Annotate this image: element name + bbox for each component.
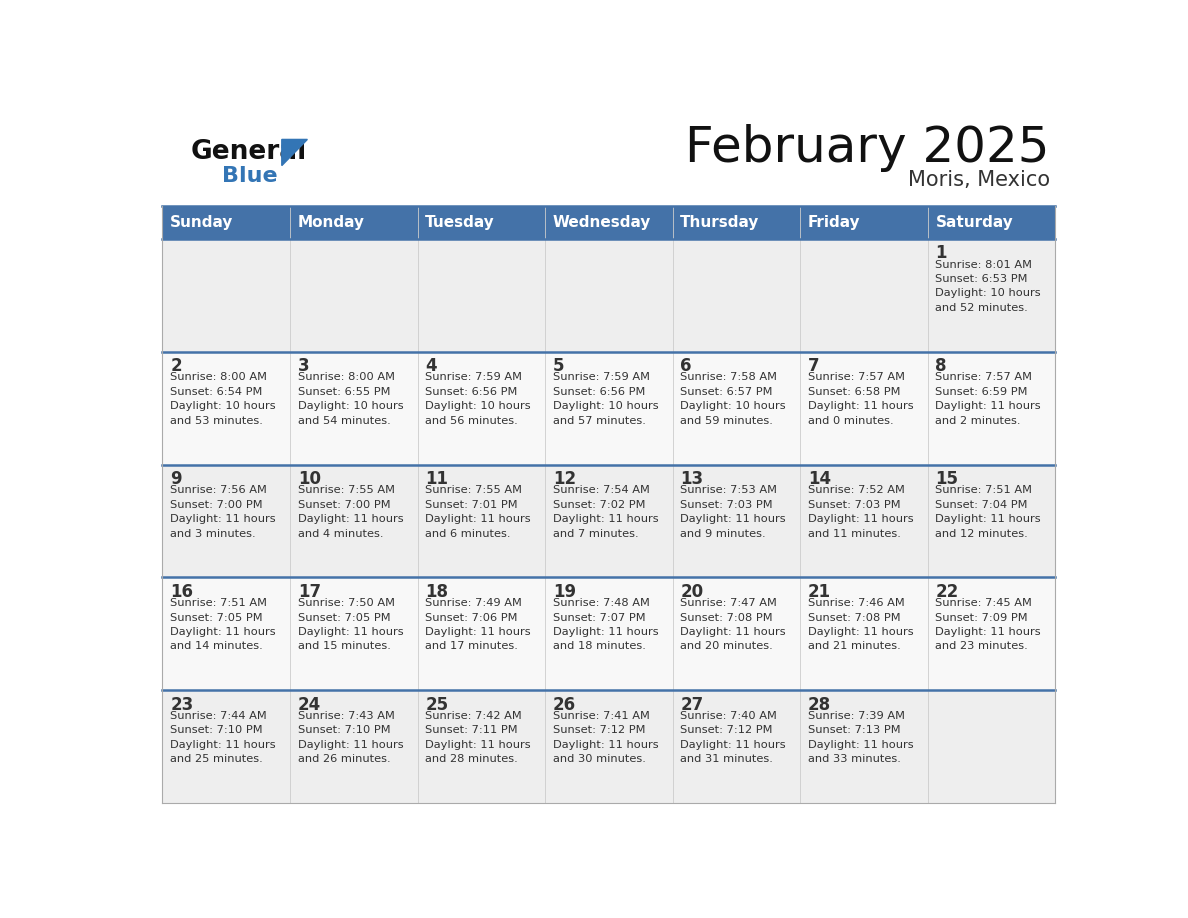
Text: Sunrise: 7:52 AM
Sunset: 7:03 PM
Daylight: 11 hours
and 11 minutes.: Sunrise: 7:52 AM Sunset: 7:03 PM Dayligh… — [808, 486, 914, 539]
Text: Wednesday: Wednesday — [552, 215, 651, 230]
Bar — [163, 577, 1055, 690]
Text: 26: 26 — [552, 696, 576, 713]
Text: Sunrise: 7:48 AM
Sunset: 7:07 PM
Daylight: 11 hours
and 18 minutes.: Sunrise: 7:48 AM Sunset: 7:07 PM Dayligh… — [552, 599, 658, 652]
Text: Sunrise: 7:49 AM
Sunset: 7:06 PM
Daylight: 11 hours
and 17 minutes.: Sunrise: 7:49 AM Sunset: 7:06 PM Dayligh… — [425, 599, 531, 652]
Text: 10: 10 — [298, 470, 321, 487]
Text: 8: 8 — [935, 357, 947, 375]
Text: 28: 28 — [808, 696, 832, 713]
Text: 17: 17 — [298, 583, 321, 600]
Text: Sunrise: 7:59 AM
Sunset: 6:56 PM
Daylight: 10 hours
and 57 minutes.: Sunrise: 7:59 AM Sunset: 6:56 PM Dayligh… — [552, 373, 658, 426]
Text: 25: 25 — [425, 696, 448, 713]
Text: Thursday: Thursday — [681, 215, 760, 230]
Bar — [163, 207, 1055, 239]
Text: Tuesday: Tuesday — [425, 215, 495, 230]
Text: Sunrise: 7:45 AM
Sunset: 7:09 PM
Daylight: 11 hours
and 23 minutes.: Sunrise: 7:45 AM Sunset: 7:09 PM Dayligh… — [935, 599, 1041, 652]
Text: Sunrise: 7:40 AM
Sunset: 7:12 PM
Daylight: 11 hours
and 31 minutes.: Sunrise: 7:40 AM Sunset: 7:12 PM Dayligh… — [681, 711, 786, 765]
Text: Sunrise: 7:59 AM
Sunset: 6:56 PM
Daylight: 10 hours
and 56 minutes.: Sunrise: 7:59 AM Sunset: 6:56 PM Dayligh… — [425, 373, 531, 426]
Text: 5: 5 — [552, 357, 564, 375]
Text: 6: 6 — [681, 357, 691, 375]
Text: Sunrise: 7:51 AM
Sunset: 7:05 PM
Daylight: 11 hours
and 14 minutes.: Sunrise: 7:51 AM Sunset: 7:05 PM Dayligh… — [170, 599, 276, 652]
Text: Sunrise: 7:57 AM
Sunset: 6:59 PM
Daylight: 11 hours
and 2 minutes.: Sunrise: 7:57 AM Sunset: 6:59 PM Dayligh… — [935, 373, 1041, 426]
Text: 21: 21 — [808, 583, 832, 600]
Text: 7: 7 — [808, 357, 820, 375]
Text: Sunrise: 7:53 AM
Sunset: 7:03 PM
Daylight: 11 hours
and 9 minutes.: Sunrise: 7:53 AM Sunset: 7:03 PM Dayligh… — [681, 486, 786, 539]
Text: Saturday: Saturday — [935, 215, 1013, 230]
Text: Sunrise: 7:55 AM
Sunset: 7:01 PM
Daylight: 11 hours
and 6 minutes.: Sunrise: 7:55 AM Sunset: 7:01 PM Dayligh… — [425, 486, 531, 539]
Bar — [163, 239, 1055, 352]
Polygon shape — [282, 140, 308, 165]
Text: 22: 22 — [935, 583, 959, 600]
Text: Sunrise: 7:47 AM
Sunset: 7:08 PM
Daylight: 11 hours
and 20 minutes.: Sunrise: 7:47 AM Sunset: 7:08 PM Dayligh… — [681, 599, 786, 652]
Text: 16: 16 — [170, 583, 194, 600]
Text: Sunrise: 7:55 AM
Sunset: 7:00 PM
Daylight: 11 hours
and 4 minutes.: Sunrise: 7:55 AM Sunset: 7:00 PM Dayligh… — [298, 486, 404, 539]
Text: 4: 4 — [425, 357, 437, 375]
Text: February 2025: February 2025 — [685, 124, 1050, 172]
Text: 2: 2 — [170, 357, 182, 375]
Text: Sunrise: 7:46 AM
Sunset: 7:08 PM
Daylight: 11 hours
and 21 minutes.: Sunrise: 7:46 AM Sunset: 7:08 PM Dayligh… — [808, 599, 914, 652]
Text: General: General — [191, 140, 308, 165]
Text: 1: 1 — [935, 244, 947, 263]
Text: 20: 20 — [681, 583, 703, 600]
Text: Sunrise: 7:41 AM
Sunset: 7:12 PM
Daylight: 11 hours
and 30 minutes.: Sunrise: 7:41 AM Sunset: 7:12 PM Dayligh… — [552, 711, 658, 765]
Text: Sunrise: 7:51 AM
Sunset: 7:04 PM
Daylight: 11 hours
and 12 minutes.: Sunrise: 7:51 AM Sunset: 7:04 PM Dayligh… — [935, 486, 1041, 539]
Text: 15: 15 — [935, 470, 959, 487]
Text: 11: 11 — [425, 470, 448, 487]
Text: 18: 18 — [425, 583, 448, 600]
Text: 13: 13 — [681, 470, 703, 487]
Text: Sunrise: 8:00 AM
Sunset: 6:55 PM
Daylight: 10 hours
and 54 minutes.: Sunrise: 8:00 AM Sunset: 6:55 PM Dayligh… — [298, 373, 404, 426]
Text: Friday: Friday — [808, 215, 860, 230]
Text: Sunrise: 8:00 AM
Sunset: 6:54 PM
Daylight: 10 hours
and 53 minutes.: Sunrise: 8:00 AM Sunset: 6:54 PM Dayligh… — [170, 373, 276, 426]
Text: 27: 27 — [681, 696, 703, 713]
Text: Sunrise: 8:01 AM
Sunset: 6:53 PM
Daylight: 10 hours
and 52 minutes.: Sunrise: 8:01 AM Sunset: 6:53 PM Dayligh… — [935, 260, 1041, 313]
Text: 12: 12 — [552, 470, 576, 487]
Bar — [163, 465, 1055, 577]
Text: Moris, Mexico: Moris, Mexico — [908, 170, 1050, 190]
Text: Sunrise: 7:43 AM
Sunset: 7:10 PM
Daylight: 11 hours
and 26 minutes.: Sunrise: 7:43 AM Sunset: 7:10 PM Dayligh… — [298, 711, 404, 765]
Text: 3: 3 — [298, 357, 309, 375]
Text: Sunrise: 7:58 AM
Sunset: 6:57 PM
Daylight: 10 hours
and 59 minutes.: Sunrise: 7:58 AM Sunset: 6:57 PM Dayligh… — [681, 373, 786, 426]
Text: Sunrise: 7:39 AM
Sunset: 7:13 PM
Daylight: 11 hours
and 33 minutes.: Sunrise: 7:39 AM Sunset: 7:13 PM Dayligh… — [808, 711, 914, 765]
Text: Monday: Monday — [298, 215, 365, 230]
Text: 9: 9 — [170, 470, 182, 487]
Text: Sunrise: 7:44 AM
Sunset: 7:10 PM
Daylight: 11 hours
and 25 minutes.: Sunrise: 7:44 AM Sunset: 7:10 PM Dayligh… — [170, 711, 276, 765]
Text: Sunrise: 7:56 AM
Sunset: 7:00 PM
Daylight: 11 hours
and 3 minutes.: Sunrise: 7:56 AM Sunset: 7:00 PM Dayligh… — [170, 486, 276, 539]
Text: Sunday: Sunday — [170, 215, 234, 230]
Text: 14: 14 — [808, 470, 832, 487]
Text: Blue: Blue — [222, 165, 278, 185]
Text: 23: 23 — [170, 696, 194, 713]
Text: Sunrise: 7:50 AM
Sunset: 7:05 PM
Daylight: 11 hours
and 15 minutes.: Sunrise: 7:50 AM Sunset: 7:05 PM Dayligh… — [298, 599, 404, 652]
Bar — [163, 690, 1055, 803]
Text: Sunrise: 7:57 AM
Sunset: 6:58 PM
Daylight: 11 hours
and 0 minutes.: Sunrise: 7:57 AM Sunset: 6:58 PM Dayligh… — [808, 373, 914, 426]
Text: Sunrise: 7:42 AM
Sunset: 7:11 PM
Daylight: 11 hours
and 28 minutes.: Sunrise: 7:42 AM Sunset: 7:11 PM Dayligh… — [425, 711, 531, 765]
Bar — [163, 352, 1055, 465]
Text: Sunrise: 7:54 AM
Sunset: 7:02 PM
Daylight: 11 hours
and 7 minutes.: Sunrise: 7:54 AM Sunset: 7:02 PM Dayligh… — [552, 486, 658, 539]
Text: 24: 24 — [298, 696, 321, 713]
Text: 19: 19 — [552, 583, 576, 600]
